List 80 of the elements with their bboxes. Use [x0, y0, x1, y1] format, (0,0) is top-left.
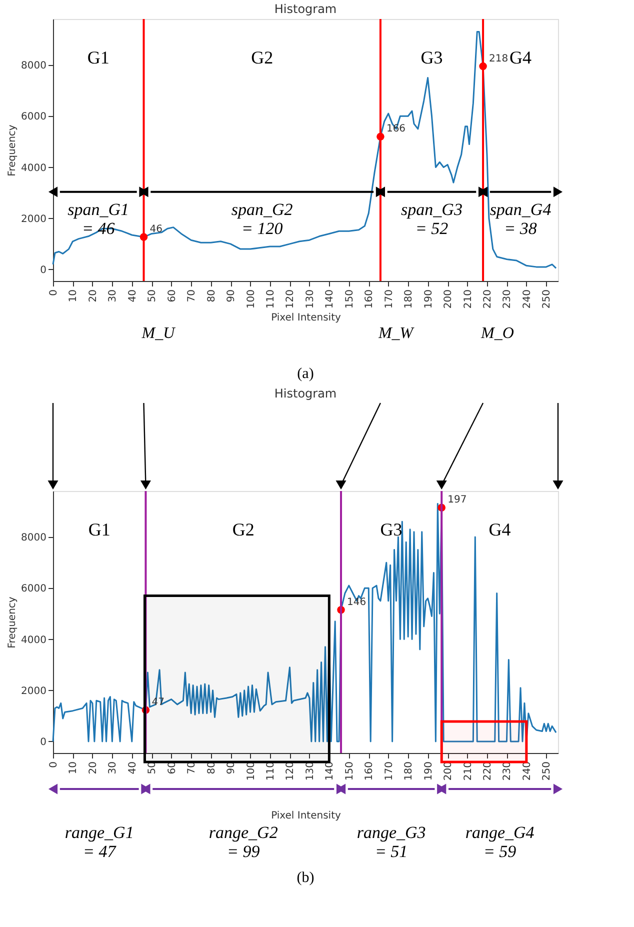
x-tick-label: 180 — [404, 290, 415, 309]
x-tick-label: 80 — [206, 290, 218, 302]
x-tick-label: 50 — [147, 290, 158, 302]
text: range_G1 = 47 — [64, 823, 134, 861]
y-tick-label: 0 — [40, 737, 46, 748]
annotation: G2 — [232, 519, 254, 540]
x-tick-label: 30 — [108, 762, 119, 774]
chart-title: Histogram — [274, 386, 337, 400]
x-tick-label: 100 — [246, 290, 257, 309]
x-tick-label: 70 — [186, 290, 198, 302]
x-tick-label: 60 — [166, 290, 178, 302]
x-tick-label: 210 — [462, 290, 474, 309]
x-tick-label: 160 — [364, 290, 376, 309]
y-tick-label: 8000 — [21, 532, 46, 544]
annotation: 166 — [386, 124, 406, 135]
x-tick-label: 40 — [127, 762, 138, 774]
x-tick-label: 20 — [88, 762, 99, 774]
annotation: G4 — [510, 47, 532, 68]
annotation: 197 — [448, 494, 467, 506]
y-tick-label: 2000 — [21, 214, 46, 225]
x-axis-title: Pixel Intensity — [271, 810, 341, 822]
x-tick-label: 170 — [384, 762, 395, 781]
annotation: span_G3 = 52 — [401, 200, 462, 238]
x-tick-label: 0 — [48, 762, 60, 768]
x-tick-label: 250 — [542, 290, 553, 309]
annotation: G1 — [87, 47, 110, 68]
y-axis-title: Frequency — [7, 124, 18, 176]
x-tick-label: 220 — [482, 290, 494, 309]
annotation: 146 — [347, 596, 366, 608]
y-axis-title: Frequency — [7, 596, 18, 648]
x-tick-label: 170 — [384, 290, 395, 309]
x-tick-label: 120 — [285, 290, 296, 309]
x-tick-label: 90 — [226, 290, 238, 302]
text: range_G2 = 99 — [208, 823, 278, 861]
x-tick-label: 20 — [88, 290, 99, 302]
text: (a) — [297, 366, 314, 382]
x-tick-label: 250 — [542, 762, 553, 781]
line-series — [52, 31, 557, 269]
x-tick-label: 190 — [423, 290, 434, 309]
annotation: G1 — [88, 519, 110, 540]
text: range_G4 = 59 — [465, 823, 535, 861]
x-tick-label: 150 — [344, 290, 356, 309]
x-tick-label: 130 — [304, 290, 316, 309]
annotation: G4 — [488, 519, 511, 540]
y-tick-label: 6000 — [21, 584, 46, 595]
ref-line-label: M_O — [480, 325, 514, 342]
annotation: span_G2 = 120 — [231, 200, 294, 238]
annotation: G2 — [251, 47, 274, 68]
x-tick-label: 180 — [404, 762, 415, 781]
text: range_G3 = 51 — [356, 823, 426, 861]
y-tick-label: 4000 — [21, 162, 46, 174]
x-tick-label: 160 — [364, 762, 376, 781]
chart-title: Histogram — [274, 2, 337, 16]
annotation: 218 — [489, 53, 508, 64]
x-tick-label: 140 — [324, 290, 336, 309]
x-tick-label: 230 — [502, 290, 514, 309]
x-tick-label: 110 — [265, 290, 276, 309]
x-tick-label: 190 — [423, 762, 434, 781]
x-tick-label: 40 — [127, 290, 138, 302]
y-tick-label: 4000 — [21, 634, 46, 646]
x-tick-label: 0 — [48, 290, 60, 296]
x-axis-title: Pixel Intensity — [271, 312, 341, 324]
annotation: G3 — [420, 47, 443, 68]
text: (b) — [296, 870, 314, 886]
x-tick-label: 150 — [344, 762, 356, 781]
ref-line-label: M_W — [377, 325, 415, 342]
annotation: G3 — [380, 519, 402, 540]
x-tick-label: 30 — [108, 290, 119, 302]
x-tick-label: 10 — [68, 762, 80, 774]
ref-line-label: M_U — [140, 325, 176, 342]
y-tick-label: 0 — [40, 265, 46, 276]
annotation: span_G4 = 38 — [490, 200, 552, 238]
y-tick-label: 8000 — [21, 60, 46, 72]
annotation: 46 — [150, 224, 162, 236]
line-series — [52, 503, 557, 742]
y-tick-label: 2000 — [21, 686, 46, 697]
x-tick-label: 10 — [68, 290, 80, 302]
x-tick-label: 240 — [522, 290, 533, 309]
x-tick-label: 200 — [443, 290, 454, 309]
y-tick-label: 6000 — [21, 112, 46, 123]
